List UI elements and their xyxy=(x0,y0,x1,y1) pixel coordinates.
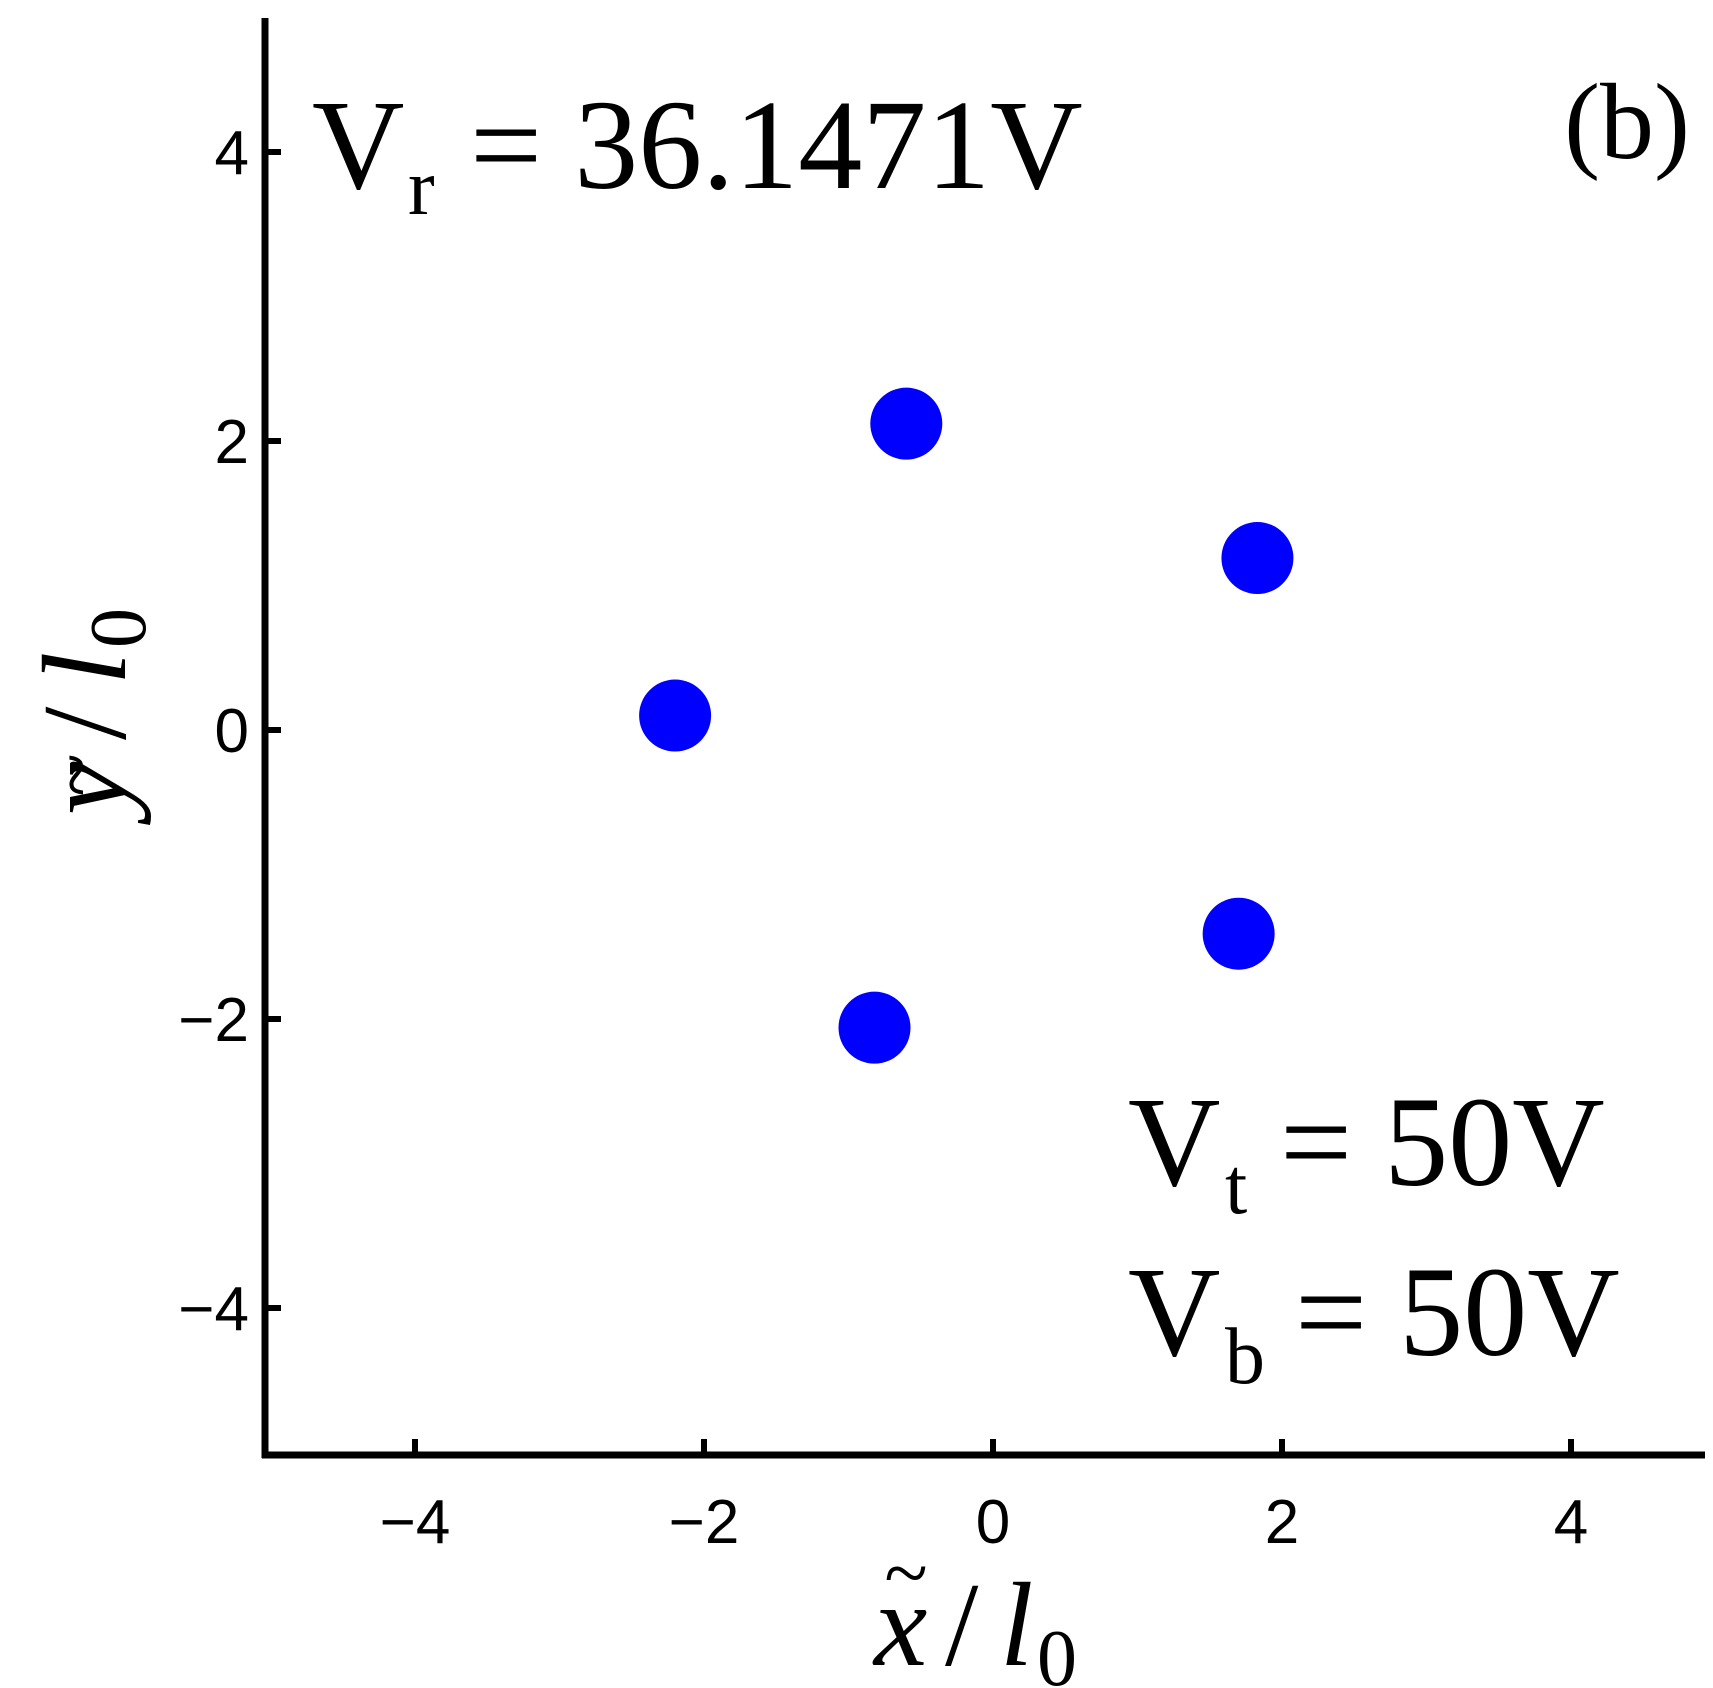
x-axis-label-slash: / xyxy=(945,1558,979,1688)
annotation-vr-value: = 36.1471V xyxy=(470,74,1083,216)
x-axis-label-subscript: 0 xyxy=(1037,1615,1077,1688)
data-points xyxy=(639,387,1294,1064)
axes xyxy=(261,18,1705,1459)
y-axis-label-base: l xyxy=(18,652,151,685)
y-axis-label-variable: y xyxy=(18,761,151,826)
annotation-vt-symbol: V xyxy=(1128,1071,1220,1213)
data-point xyxy=(639,679,712,752)
data-point xyxy=(838,991,911,1064)
annotation-vt: V t = 50V xyxy=(1128,1071,1605,1231)
annotation-vb-subscript: b xyxy=(1225,1313,1265,1401)
y-tick-label: 4 xyxy=(215,119,249,188)
y-tick-label: 0 xyxy=(215,697,249,766)
x-tick-label: 0 xyxy=(976,1488,1010,1557)
panel-label: (b) xyxy=(1564,63,1690,182)
annotation-vb-symbol: V xyxy=(1128,1241,1220,1383)
y-axis-label-slash: / xyxy=(18,706,151,740)
annotation-vb: V b = 50V xyxy=(1128,1241,1620,1401)
data-point xyxy=(870,387,943,460)
annotation-vt-subscript: t xyxy=(1225,1143,1247,1231)
y-tick-label: 2 xyxy=(215,408,249,477)
y-axis-label-subscript: 0 xyxy=(75,608,163,648)
annotation-vt-value: = 50V xyxy=(1280,1071,1605,1213)
annotation-vr: V r = 36.1471V xyxy=(312,74,1083,232)
annotation-vr-symbol: V xyxy=(312,74,404,216)
annotation-vb-value: = 50V xyxy=(1295,1241,1620,1383)
ticks xyxy=(265,149,1574,1455)
y-axis-label-accent: ~ xyxy=(33,753,121,796)
x-tick-label: 4 xyxy=(1554,1488,1588,1557)
x-tick-label: −2 xyxy=(669,1488,740,1557)
data-point xyxy=(1202,897,1275,970)
y-axis-label: ~ y / l 0 xyxy=(18,608,163,826)
x-axis-label: ~ x / l 0 xyxy=(872,1530,1077,1688)
y-tick-label: −4 xyxy=(178,1275,249,1344)
x-axis-label-base: l xyxy=(1000,1558,1033,1688)
x-tick-label: 2 xyxy=(1265,1488,1299,1557)
annotation-vr-subscript: r xyxy=(408,144,435,232)
x-axis-label-accent: ~ xyxy=(884,1530,927,1618)
x-tick-label: −4 xyxy=(380,1488,451,1557)
data-point xyxy=(1221,522,1294,595)
tick-labels: −4 −2 0 2 4 −4 −2 0 2 4 xyxy=(178,119,1588,1557)
y-tick-label: −2 xyxy=(178,986,249,1055)
x-axis-label-variable: x xyxy=(872,1558,927,1688)
